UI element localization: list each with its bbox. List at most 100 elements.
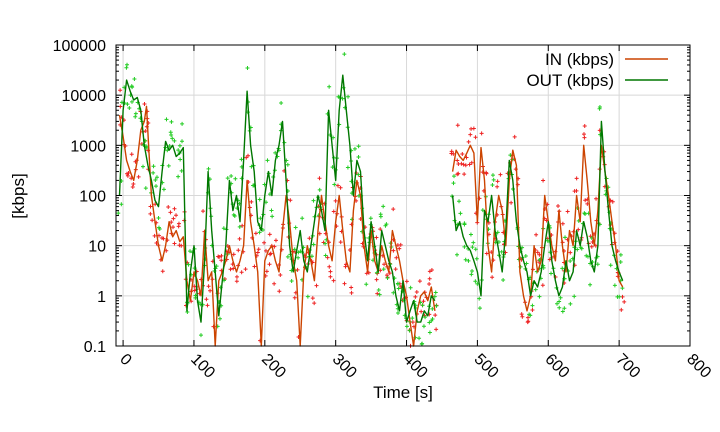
- out-sample-point: [562, 306, 567, 311]
- in-sample-point: [419, 309, 424, 314]
- in-sample-point: [433, 313, 438, 318]
- out-sample-point: [327, 84, 332, 89]
- in-sample-point: [572, 189, 577, 194]
- in-sample-point: [589, 244, 594, 249]
- in-sample-point: [466, 139, 471, 144]
- in-sample-point: [160, 269, 165, 274]
- out-sample-point: [153, 177, 158, 182]
- in-sample-point: [333, 198, 338, 203]
- in-sample-point: [384, 273, 389, 278]
- out-sample-point: [198, 333, 203, 338]
- out-sample-point: [342, 52, 347, 57]
- in-sample-point: [541, 178, 546, 183]
- out-sample-point: [245, 66, 250, 71]
- in-sample-point: [174, 213, 179, 218]
- in-sample-point: [246, 153, 251, 158]
- out-sample-point: [474, 256, 479, 261]
- in-sample-point: [349, 290, 354, 295]
- out-series-line: [118, 74, 624, 323]
- out-sample-point: [408, 285, 413, 290]
- out-sample-point: [132, 77, 137, 82]
- x-tick-label: 100: [187, 351, 218, 382]
- in-sample-point: [509, 200, 514, 205]
- x-tick-label: 0: [116, 351, 134, 369]
- out-sample-point: [133, 111, 138, 116]
- out-sample-point: [471, 240, 476, 245]
- out-sample-point: [125, 102, 130, 107]
- out-sample-point: [560, 266, 565, 271]
- out-sample-point: [340, 96, 345, 101]
- in-sample-point: [468, 132, 473, 137]
- in-sample-point: [404, 279, 409, 284]
- in-sample-point: [460, 151, 465, 156]
- y-tick-label: 0.1: [84, 339, 106, 356]
- out-sample-point: [292, 247, 297, 252]
- in-sample-point: [391, 248, 396, 253]
- out-sample-point: [217, 316, 222, 321]
- in-sample-point: [576, 227, 581, 232]
- out-sample-point: [237, 224, 242, 229]
- in-sample-point: [239, 270, 244, 275]
- in-sample-point: [255, 250, 260, 255]
- out-sample-point: [289, 279, 294, 284]
- legend: IN (kbps) OUT (kbps): [526, 50, 668, 90]
- in-sample-point: [231, 266, 236, 271]
- in-sample-point: [469, 160, 474, 165]
- in-sample-point: [473, 135, 478, 140]
- out-sample-point: [374, 270, 379, 275]
- in-sample-point: [583, 198, 588, 203]
- in-sample-point: [382, 262, 387, 267]
- in-sample-point: [219, 258, 224, 263]
- out-sample-point: [378, 214, 383, 219]
- in-sample-point: [537, 252, 542, 257]
- in-sample-point: [201, 209, 206, 214]
- out-sample-point: [462, 244, 467, 249]
- out-sample-point: [549, 271, 554, 276]
- in-sample-point: [338, 240, 343, 245]
- in-sample-point: [256, 247, 261, 252]
- in-sample-point: [142, 102, 147, 107]
- out-sample-point: [469, 272, 474, 277]
- out-sample-point: [557, 305, 562, 310]
- in-sample-point: [130, 185, 135, 190]
- out-sample-point: [527, 312, 532, 317]
- out-sample-point: [595, 262, 600, 267]
- y-tick-label: 100000: [53, 38, 106, 55]
- in-sample-point: [525, 315, 530, 320]
- in-sample-point: [166, 205, 171, 210]
- in-sample-point: [192, 284, 197, 289]
- out-sample-point: [167, 143, 172, 148]
- out-sample-point: [558, 295, 563, 300]
- out-sample-point: [293, 225, 298, 230]
- y-tick-label: 1000: [70, 138, 106, 155]
- out-sample-point: [563, 235, 568, 240]
- out-sample-point: [377, 292, 382, 297]
- in-sample-point: [394, 255, 399, 260]
- in-sample-point: [540, 283, 545, 288]
- out-sample-point: [346, 94, 351, 99]
- out-sample-point: [617, 294, 622, 299]
- y-axis-label: [kbps]: [9, 173, 28, 218]
- in-sample-point: [328, 269, 333, 274]
- out-sample-point: [257, 197, 262, 202]
- in-sample-point: [205, 303, 210, 308]
- in-sample-point: [471, 126, 476, 131]
- out-sample-point: [285, 162, 290, 167]
- in-sample-point: [581, 132, 586, 137]
- in-sample-point: [243, 267, 248, 272]
- out-sample-point: [154, 184, 159, 189]
- out-sample-point: [356, 172, 361, 177]
- in-sample-point: [556, 204, 561, 209]
- out-sample-point: [127, 106, 132, 111]
- out-sample-point: [420, 303, 425, 308]
- out-sample-point: [396, 310, 401, 315]
- out-sample-point: [352, 146, 357, 151]
- out-sample-point: [417, 336, 422, 341]
- in-sample-point: [317, 176, 322, 181]
- out-sample-point: [381, 204, 386, 209]
- in-sample-point: [217, 254, 222, 259]
- in-sample-point: [327, 264, 332, 269]
- y-tick-label: 10: [88, 239, 106, 256]
- out-sample-point: [285, 254, 290, 259]
